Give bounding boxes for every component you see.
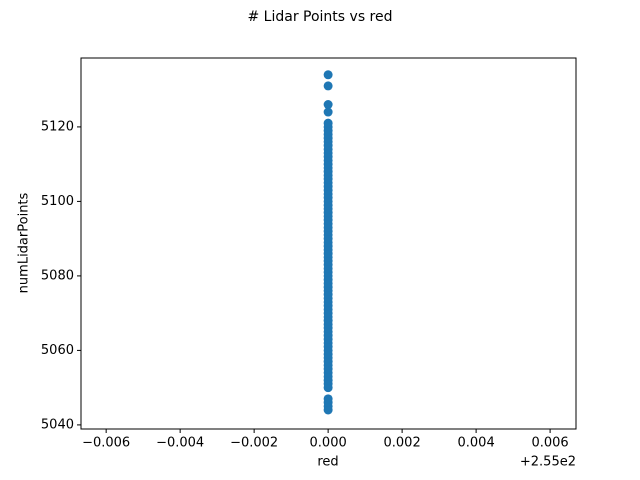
chart-title: # Lidar Points vs red [247,9,392,25]
y-tick-label: 5100 [41,194,74,209]
point [323,100,333,110]
x-axis-label: red [317,455,338,470]
point [323,81,333,91]
y-axis-label: numLidarPoints [17,192,32,293]
y-tick-label: 5080 [41,268,74,283]
x-tick-label: 0.000 [310,436,347,451]
x-tick-label: −0.006 [82,436,130,451]
y-tick-label: 5040 [41,417,74,432]
x-tick-label: −0.002 [230,436,278,451]
x-tick-label: 0.002 [384,436,421,451]
y-tick-label: 5120 [41,119,74,134]
point [323,107,333,117]
y-tick-label: 5060 [41,343,74,358]
x-tick-label: 0.004 [458,436,495,451]
point [323,70,333,80]
x-offset-label: +2.55e2 [520,455,576,470]
point [323,118,333,128]
x-tick-label: −0.004 [156,436,204,451]
plot-frame [80,57,577,430]
x-tick-label: 0.006 [531,436,568,451]
point [323,394,333,404]
